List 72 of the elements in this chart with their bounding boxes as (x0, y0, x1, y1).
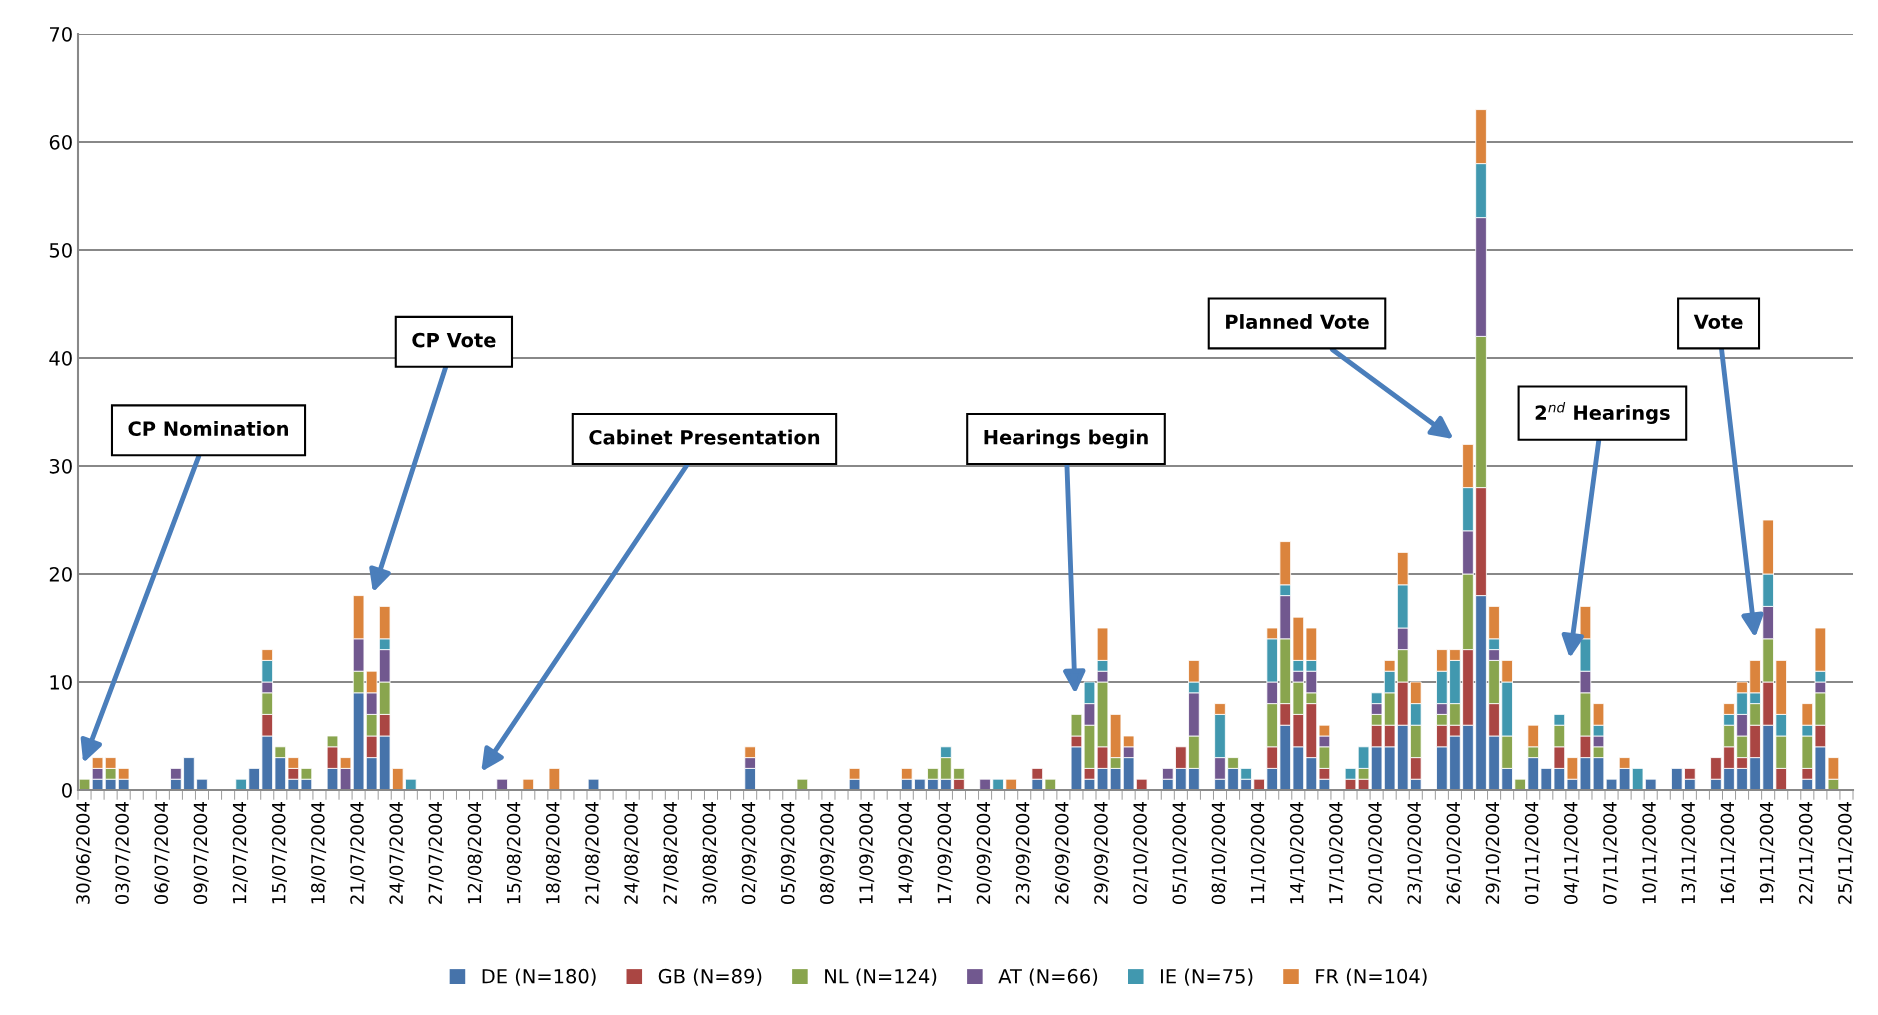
x-tick-label: 17/09/2004 (937, 802, 953, 904)
x-tick-label: 05/09/2004 (780, 802, 796, 904)
x-tick-label: 30/06/2004 (76, 802, 92, 904)
x-tick-label: 26/10/2004 (1446, 802, 1462, 904)
x-tick-label: 22/11/2004 (1798, 802, 1814, 904)
bar (496, 778, 508, 790)
x-tick-label: 27/08/2004 (663, 802, 679, 904)
x-tick-label: 19/11/2004 (1759, 802, 1775, 904)
x-tick-label: 03/07/2004 (115, 802, 131, 904)
y-tick-label: 40 (49, 350, 72, 366)
x-tick-label: 20/10/2004 (1368, 802, 1384, 904)
x-tick-label: 23/09/2004 (1015, 802, 1031, 904)
x-tick-label: 11/10/2004 (1250, 802, 1266, 904)
bar (796, 778, 809, 790)
y-tick-label: 0 (62, 782, 72, 798)
legend-label: DE (N=180) (482, 968, 596, 986)
x-tick-label: 09/07/2004 (193, 802, 209, 904)
y-tick-label: 70 (49, 26, 72, 42)
legend-label: FR (N=104) (1316, 968, 1427, 986)
x-tick-label: 04/11/2004 (1563, 802, 1580, 904)
x-tick-label: 17/10/2004 (1329, 802, 1345, 904)
x-tick-label: 21/07/2004 (350, 802, 366, 904)
x-tick-label: 29/10/2004 (1485, 802, 1501, 904)
bar (548, 767, 561, 790)
x-tick-label: 16/11/2004 (1720, 802, 1736, 904)
x-tick-label: 02/10/2004 (1133, 802, 1149, 904)
x-tick-label: 12/08/2004 (467, 802, 483, 904)
annotation: 2$^{nd}$ Hearings (1535, 402, 1670, 424)
x-tick-label: 21/08/2004 (585, 802, 601, 904)
x-tick-label: 15/07/2004 (271, 802, 287, 904)
x-tick-label: 05/10/2004 (1172, 802, 1188, 904)
x-tick-label: 01/11/2004 (1524, 802, 1540, 904)
x-tick-label: 18/07/2004 (311, 802, 327, 904)
x-tick-label: 30/08/2004 (702, 802, 718, 904)
legend-label: AT (N=66) (998, 968, 1098, 986)
x-tick-label: 11/09/2004 (859, 802, 875, 904)
legend-label: NL (N=124) (825, 968, 937, 986)
legend-label: GB (N=89) (658, 968, 762, 986)
annotation: CP Vote (412, 332, 496, 348)
x-tick-label: 25/11/2004 (1838, 802, 1854, 904)
x-tick-label: 08/09/2004 (820, 802, 836, 904)
legend-label: IE (N=75) (1161, 968, 1253, 986)
x-tick-label: 12/07/2004 (232, 802, 248, 904)
x-tick-label: 24/07/2004 (389, 802, 405, 904)
x-tick-label: 06/07/2004 (154, 802, 170, 904)
annotation: Planned Vote (1226, 314, 1369, 330)
x-tick-label: 14/10/2004 (1289, 802, 1305, 904)
annotation: Cabinet Presentation (589, 429, 820, 445)
y-tick-label: 30 (49, 458, 72, 474)
annotation: Vote (1693, 314, 1743, 330)
y-tick-label: 50 (49, 242, 72, 258)
x-tick-label: 26/09/2004 (1054, 802, 1071, 904)
x-tick-label: 29/09/2004 (1094, 802, 1110, 904)
annotation: Hearings begin (984, 429, 1148, 449)
x-tick-label: 07/11/2004 (1603, 802, 1619, 904)
x-tick-label: 15/08/2004 (506, 802, 522, 904)
x-tick-label: 02/09/2004 (741, 802, 757, 904)
x-tick-label: 24/08/2004 (624, 802, 640, 904)
bar (587, 778, 600, 790)
x-tick-label: 14/09/2004 (898, 802, 914, 904)
x-tick-label: 10/11/2004 (1642, 802, 1658, 904)
bar (522, 778, 535, 790)
x-tick-label: 20/09/2004 (976, 802, 992, 904)
x-tick-label: 18/08/2004 (545, 802, 562, 904)
y-tick-label: 60 (49, 134, 72, 150)
y-tick-label: 10 (50, 674, 72, 690)
x-tick-label: 08/10/2004 (1211, 802, 1227, 904)
y-tick-label: 20 (49, 566, 72, 582)
x-tick-label: 13/11/2004 (1681, 802, 1697, 904)
x-tick-label: 23/10/2004 (1407, 802, 1423, 904)
x-tick-label: 27/07/2004 (428, 802, 444, 904)
annotation: CP Nomination (128, 420, 288, 436)
